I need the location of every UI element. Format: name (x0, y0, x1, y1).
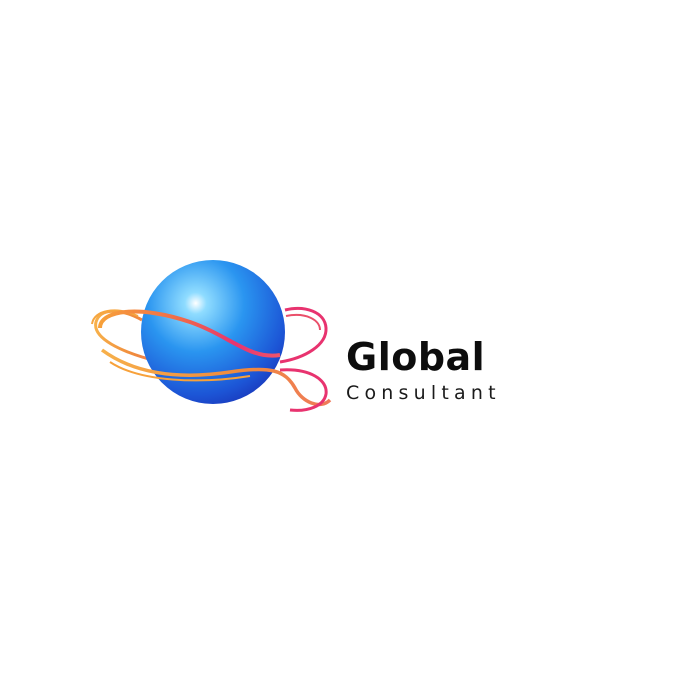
orbit-ribbon-icon (98, 309, 332, 412)
brand-tagline: Consultant (346, 382, 501, 404)
logo-wordmark: Global Consultant (346, 338, 646, 404)
brand-name: Global (346, 335, 486, 379)
logo-graphic (91, 260, 332, 412)
